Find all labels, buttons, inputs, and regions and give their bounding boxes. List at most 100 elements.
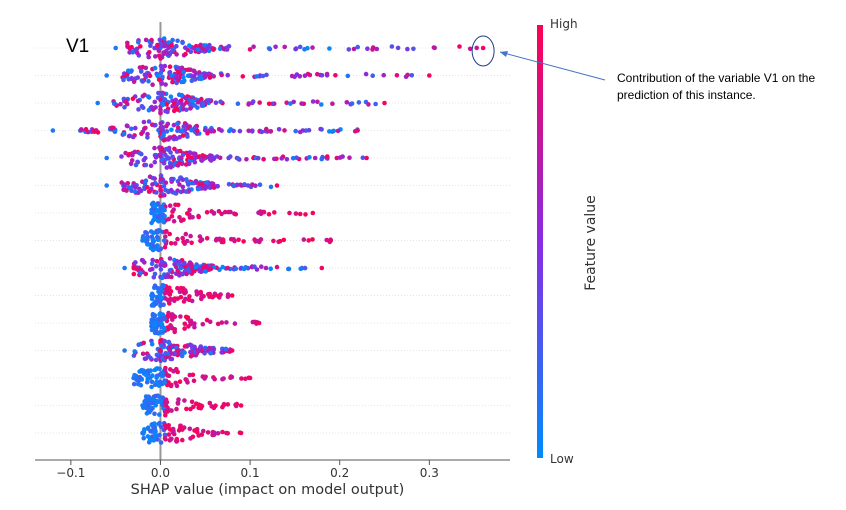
shap-dot: [233, 266, 239, 272]
shap-dot: [142, 427, 147, 432]
shap-dot: [130, 152, 135, 158]
shap-dot: [260, 73, 266, 79]
shap-dot: [175, 121, 180, 126]
shap-dot: [259, 264, 264, 270]
shap-dot: [171, 369, 176, 374]
shap-dot: [135, 75, 141, 80]
shap-dot: [127, 185, 133, 191]
shap-dot: [166, 147, 172, 153]
shap-dot: [225, 72, 230, 78]
shap-dot: [221, 401, 227, 407]
shap-dot: [250, 128, 255, 133]
shap-dot: [207, 400, 213, 406]
shap-dot: [192, 68, 197, 74]
shap-dot: [154, 330, 160, 336]
shap-dot: [229, 374, 235, 380]
shap-dot: [370, 47, 375, 52]
shap-dot: [152, 301, 158, 307]
shap-dot: [264, 126, 269, 132]
shap-dot: [143, 399, 148, 405]
shap-dot: [147, 174, 153, 179]
shap-dot: [364, 155, 369, 161]
shap-dot: [199, 181, 205, 187]
shap-dot: [175, 202, 181, 208]
shap-dot: [154, 264, 159, 269]
shap-dot: [169, 351, 174, 356]
shap-dot: [260, 209, 266, 215]
shap-dot: [186, 297, 192, 303]
shap-dot: [133, 266, 139, 271]
shap-dot: [198, 269, 204, 275]
shap-dot: [160, 395, 166, 401]
shap-dot: [147, 438, 153, 444]
shap-dot: [179, 101, 184, 107]
shap-dot: [169, 312, 175, 317]
shap-dot: [346, 47, 352, 52]
shap-dot: [127, 50, 132, 55]
shap-dot: [122, 265, 127, 271]
shap-dot: [161, 302, 166, 308]
shap-dot: [209, 127, 215, 133]
shap-dot: [183, 231, 189, 237]
shap-dot: [325, 154, 330, 159]
shap-dot: [200, 321, 206, 327]
shap-dot: [121, 77, 126, 83]
shap-dot: [320, 154, 325, 160]
shap-dot: [150, 82, 155, 87]
shap-dot: [148, 355, 153, 361]
shap-dot: [159, 259, 165, 265]
shap-dot: [164, 165, 170, 170]
shap-dot: [381, 72, 387, 78]
shap-dot: [152, 283, 158, 289]
shap-dot: [145, 234, 150, 240]
shap-dot: [193, 178, 199, 184]
shap-dot: [174, 383, 180, 389]
shap-dot: [149, 327, 155, 333]
shap-dot: [324, 237, 330, 243]
shap-dot: [151, 275, 157, 280]
shap-dot: [186, 324, 191, 329]
shap-dot: [160, 125, 165, 130]
shap-dot: [268, 266, 274, 272]
shap-dot: [149, 293, 154, 298]
shap-dot: [130, 50, 136, 55]
shap-dot: [147, 267, 153, 273]
shap-dot: [302, 265, 308, 271]
shap-dot: [238, 182, 243, 188]
shap-dot: [141, 157, 147, 163]
shap-dot: [136, 342, 141, 348]
shap-dot: [140, 351, 146, 357]
shap-dot: [158, 121, 163, 126]
shap-dot: [181, 69, 186, 75]
shap-dot: [335, 128, 341, 134]
shap-dot: [293, 128, 299, 134]
shap-dot: [340, 154, 345, 159]
shap-dot: [160, 275, 165, 281]
shap-dot: [272, 210, 277, 215]
shap-dot: [157, 432, 162, 438]
shap-dot: [161, 283, 167, 289]
shap-dot: [168, 187, 174, 193]
shap-dot: [179, 92, 185, 98]
shap-dot: [143, 37, 149, 43]
shap-dot: [144, 373, 149, 378]
colorbar: [537, 25, 543, 458]
shap-dot: [271, 238, 276, 244]
shap-dot: [233, 212, 239, 217]
shap-dot: [220, 376, 225, 382]
shap-dot: [238, 403, 244, 408]
shap-dot: [131, 271, 137, 277]
shap-dot: [272, 156, 277, 162]
shap-dot: [187, 124, 193, 129]
shap-dot: [158, 193, 163, 199]
shap-dot: [225, 402, 231, 407]
shap-dot: [167, 256, 173, 261]
shap-dot: [149, 210, 154, 216]
shap-dot: [191, 378, 197, 384]
shap-dot: [167, 268, 173, 273]
shap-dot: [164, 124, 169, 129]
shap-dot: [264, 72, 269, 78]
x-tick-label: 0.3: [420, 466, 439, 480]
shap-dot: [177, 425, 183, 431]
shap-dot: [480, 45, 486, 51]
